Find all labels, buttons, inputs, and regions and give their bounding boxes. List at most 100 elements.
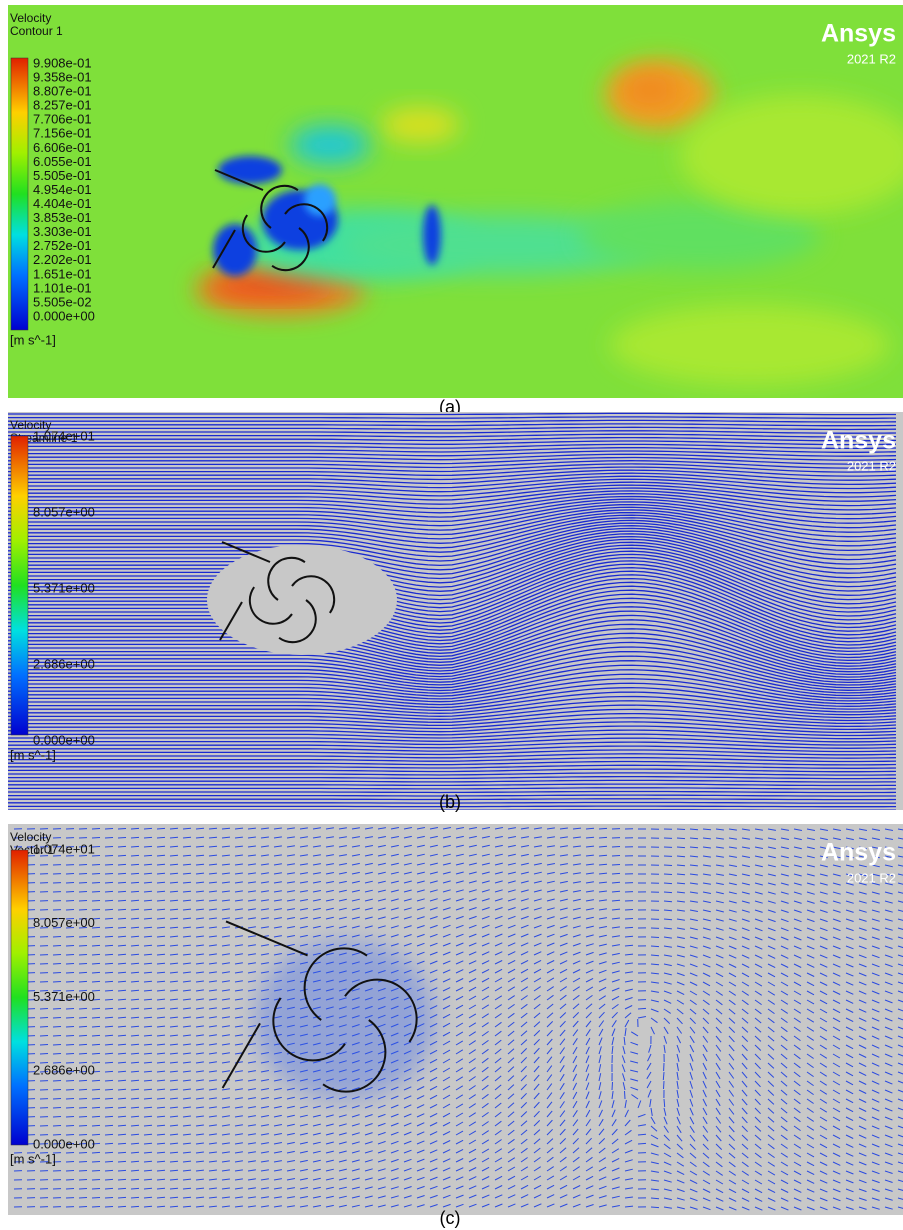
colorbar-label: 0.000e+00: [33, 732, 95, 747]
velocity-vector: [144, 864, 152, 865]
colorbar-label: 0.000e+00: [33, 308, 95, 323]
velocity-vector: [105, 1134, 113, 1135]
velocity-vector: [144, 1197, 152, 1198]
velocity-vector: [105, 829, 113, 830]
velocity-vector: [92, 1207, 100, 1208]
velocity-vector: [118, 829, 126, 830]
velocity-vector: [131, 1071, 139, 1072]
velocity-vector: [131, 972, 139, 973]
velocity-vector: [664, 883, 672, 884]
velocity-vector: [53, 982, 61, 983]
velocity-vector: [144, 837, 152, 838]
velocity-vector: [66, 1180, 74, 1181]
velocity-vector: [79, 1153, 87, 1154]
velocity-vector: [144, 927, 152, 928]
velocity-vector: [144, 1206, 152, 1207]
velocity-vector: [144, 1143, 152, 1144]
velocity-vector: [40, 1045, 48, 1046]
velocity-vector: [118, 990, 126, 991]
velocity-vector: [118, 1188, 126, 1189]
contour-blob: [380, 107, 460, 143]
velocity-vector: [105, 1161, 113, 1162]
panel: VelocityStreamline 11.074e+018.057e+005.…: [8, 412, 903, 814]
velocity-vector: [118, 1080, 126, 1081]
legend-subtitle: Contour 1: [10, 24, 63, 38]
velocity-vector: [690, 829, 698, 830]
velocity-vector: [105, 1116, 113, 1117]
velocity-vector: [118, 1107, 126, 1108]
velocity-vector: [131, 1152, 139, 1153]
velocity-vector: [79, 1117, 87, 1118]
version: 2021 R2: [847, 870, 896, 885]
velocity-vector: [157, 837, 165, 838]
velocity-vector: [638, 1143, 646, 1144]
velocity-vector: [131, 1107, 139, 1108]
velocity-vector: [157, 1188, 165, 1189]
velocity-vector: [92, 1026, 100, 1027]
contour-blob: [290, 125, 370, 165]
velocity-vector: [105, 1143, 113, 1144]
velocity-vector: [92, 901, 100, 902]
low-velocity-zone: [218, 156, 282, 184]
velocity-vector: [105, 927, 113, 928]
velocity-vector: [170, 837, 178, 838]
wake-region: [207, 545, 397, 655]
velocity-vector: [79, 1080, 87, 1081]
velocity-vector: [53, 1099, 61, 1100]
velocity-vector: [105, 1207, 113, 1208]
velocity-vector: [105, 1089, 113, 1090]
velocity-vector: [677, 865, 685, 866]
velocity-vector: [170, 846, 178, 847]
velocity-vector: [677, 829, 685, 830]
velocity-vector: [612, 891, 620, 892]
colorbar-label: 8.057e+00: [33, 504, 95, 519]
velocity-vector: [118, 864, 126, 865]
field: [8, 5, 903, 398]
velocity-vector: [131, 891, 139, 892]
velocity-vector: [53, 1090, 61, 1091]
velocity-vector: [92, 883, 100, 884]
velocity-vector: [105, 891, 113, 892]
velocity-vector: [105, 1152, 113, 1153]
velocity-vector: [664, 901, 672, 902]
velocity-vector: [105, 1062, 113, 1063]
velocity-vector: [105, 1170, 113, 1171]
velocity-vector: [118, 900, 126, 901]
version: 2021 R2: [847, 51, 896, 66]
contour-blob: [610, 305, 890, 385]
panel: VelocityVector 11.074e+018.057e+005.371e…: [8, 824, 903, 1215]
velocity-vector: [92, 936, 100, 937]
velocity-vector: [144, 828, 152, 829]
velocity-vector: [53, 1009, 61, 1010]
caption: (c): [440, 1208, 461, 1228]
velocity-vector: [92, 874, 100, 875]
velocity-vector: [66, 1099, 74, 1100]
velocity-vector: [79, 1008, 87, 1009]
velocity-vector: [92, 1180, 100, 1181]
velocity-vector: [79, 1180, 87, 1181]
velocity-vector: [664, 1099, 665, 1107]
velocity-vector: [118, 1134, 126, 1135]
colorbar-label: 6.055e-01: [33, 154, 92, 169]
velocity-vector: [131, 1008, 139, 1009]
velocity-vector: [170, 855, 178, 856]
velocity-vector: [105, 1026, 113, 1027]
velocity-vector: [92, 963, 100, 964]
velocity-vector: [66, 937, 74, 938]
velocity-vector: [651, 946, 659, 947]
velocity-vector: [586, 828, 594, 829]
velocity-vector: [66, 946, 74, 947]
velocity-vector: [105, 1179, 113, 1180]
velocity-vector: [638, 1008, 646, 1009]
velocity-vector: [677, 838, 685, 839]
velocity-vector: [625, 927, 633, 928]
velocity-vector: [144, 855, 152, 856]
velocity-vector: [79, 964, 87, 965]
velocity-vector: [118, 1026, 126, 1027]
velocity-vector: [92, 1098, 100, 1099]
velocity-vector: [105, 1035, 113, 1036]
velocity-vector: [131, 837, 139, 838]
velocity-vector: [118, 1017, 126, 1018]
velocity-vector: [79, 1026, 87, 1027]
velocity-vector: [144, 1179, 152, 1180]
